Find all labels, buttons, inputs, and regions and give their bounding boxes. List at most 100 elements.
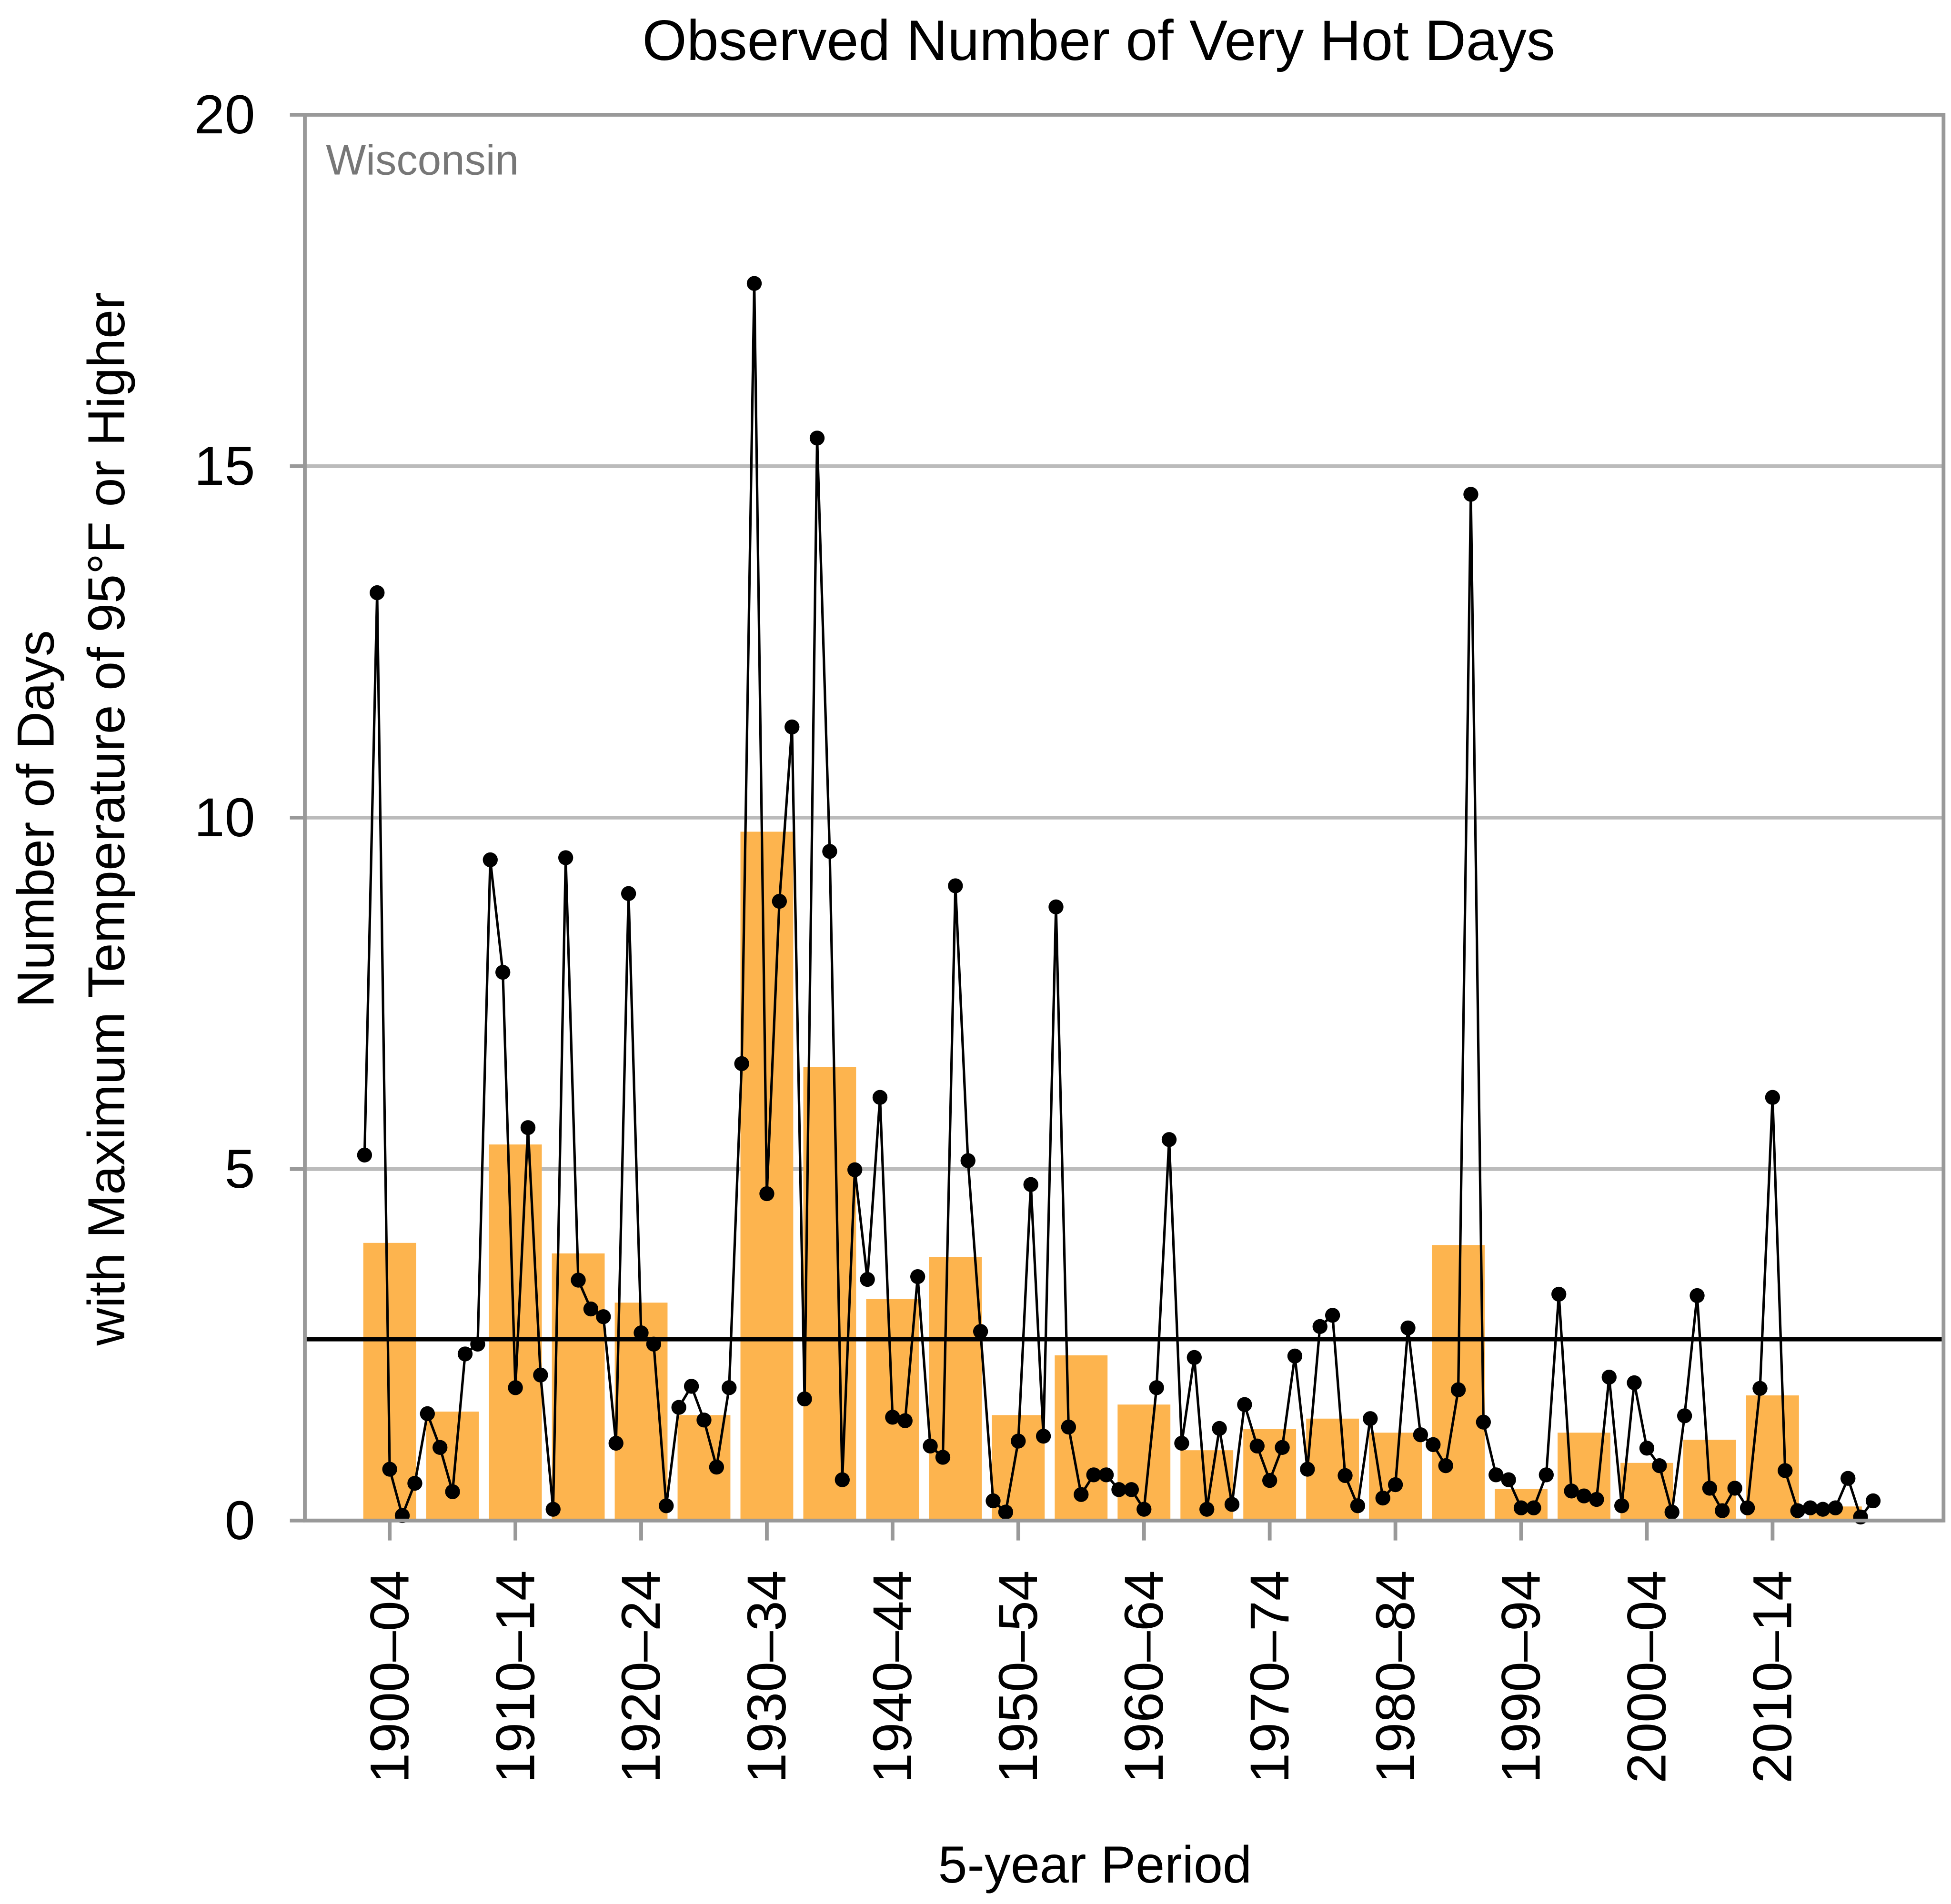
point — [1765, 1090, 1780, 1105]
point — [1551, 1286, 1567, 1302]
point — [1690, 1288, 1705, 1303]
point — [1375, 1490, 1390, 1506]
point — [1488, 1467, 1504, 1483]
point — [1715, 1503, 1730, 1518]
point — [382, 1462, 397, 1477]
point — [495, 964, 511, 980]
point — [1363, 1411, 1378, 1426]
x-tick-label: 1910–14 — [485, 1570, 546, 1783]
y-tick-label: 0 — [225, 1490, 255, 1551]
point — [1111, 1482, 1126, 1497]
point — [483, 852, 498, 868]
x-tick-label: 1900–04 — [359, 1570, 420, 1783]
point — [457, 1346, 473, 1362]
y-tick-label: 10 — [194, 787, 255, 848]
point — [1589, 1492, 1604, 1507]
point — [797, 1391, 812, 1407]
x-tick-label: 1940–44 — [862, 1570, 923, 1783]
point — [948, 878, 963, 893]
point — [1300, 1462, 1315, 1477]
point — [772, 893, 787, 909]
point — [1212, 1421, 1227, 1436]
point — [784, 719, 800, 735]
bar — [363, 1243, 416, 1521]
point — [1174, 1435, 1189, 1451]
point — [809, 431, 825, 446]
point — [1275, 1440, 1290, 1455]
point — [370, 585, 385, 601]
point — [432, 1440, 448, 1455]
point — [1161, 1132, 1177, 1147]
x-tick-label: 1930–34 — [736, 1570, 797, 1783]
point — [1388, 1477, 1403, 1493]
point — [445, 1484, 460, 1499]
point — [545, 1502, 561, 1517]
point — [407, 1475, 422, 1491]
point — [734, 1056, 749, 1072]
x-tick-label: 1960–64 — [1114, 1570, 1175, 1783]
point — [1350, 1498, 1366, 1513]
point — [1476, 1414, 1491, 1430]
bar — [803, 1067, 856, 1521]
point — [520, 1120, 536, 1135]
point — [923, 1438, 938, 1454]
chart-title: Observed Number of Very Hot Days — [642, 9, 1555, 72]
point — [1413, 1427, 1428, 1443]
point — [608, 1435, 624, 1451]
x-tick-label: 1970–74 — [1239, 1570, 1300, 1783]
point — [634, 1325, 649, 1341]
point — [860, 1272, 875, 1287]
point — [1086, 1467, 1101, 1483]
point — [1840, 1471, 1856, 1486]
point — [1513, 1500, 1529, 1515]
point — [1652, 1458, 1667, 1473]
point — [1287, 1348, 1303, 1364]
point — [885, 1410, 900, 1425]
point — [696, 1413, 712, 1428]
point — [357, 1147, 372, 1162]
point — [1450, 1382, 1466, 1397]
point — [621, 886, 636, 901]
point — [1149, 1380, 1164, 1395]
x-tick-label: 1920–24 — [611, 1570, 672, 1783]
point — [596, 1309, 611, 1324]
bar — [489, 1144, 542, 1521]
bar — [426, 1412, 479, 1521]
point — [558, 850, 573, 865]
point — [1061, 1419, 1076, 1435]
point — [1023, 1177, 1038, 1192]
point — [1865, 1493, 1881, 1509]
point — [973, 1324, 988, 1339]
point — [420, 1406, 435, 1422]
point — [1627, 1375, 1642, 1391]
bar — [1620, 1463, 1673, 1521]
point — [1740, 1500, 1755, 1515]
point — [1237, 1397, 1252, 1412]
x-tick-label: 2000–04 — [1617, 1570, 1678, 1783]
y-axis-label: with Maximum Temperature of 95°F or High… — [78, 292, 136, 1346]
point — [910, 1269, 925, 1284]
point — [1325, 1308, 1340, 1323]
x-tick-label: 2010–14 — [1742, 1570, 1803, 1783]
point — [935, 1450, 951, 1465]
point — [1136, 1502, 1152, 1517]
point — [1036, 1429, 1051, 1444]
point — [1074, 1487, 1089, 1502]
point — [1124, 1482, 1139, 1497]
point — [1312, 1319, 1327, 1334]
point — [1249, 1438, 1265, 1454]
point — [533, 1367, 548, 1383]
point — [822, 844, 837, 859]
point — [1438, 1458, 1453, 1473]
bar — [929, 1257, 982, 1521]
point — [746, 276, 762, 291]
point — [709, 1459, 724, 1475]
bar — [1746, 1395, 1799, 1521]
point — [872, 1090, 888, 1105]
point — [1778, 1463, 1793, 1478]
point — [960, 1153, 976, 1168]
x-tick-label: 1980–84 — [1365, 1570, 1426, 1783]
point — [1224, 1497, 1240, 1512]
